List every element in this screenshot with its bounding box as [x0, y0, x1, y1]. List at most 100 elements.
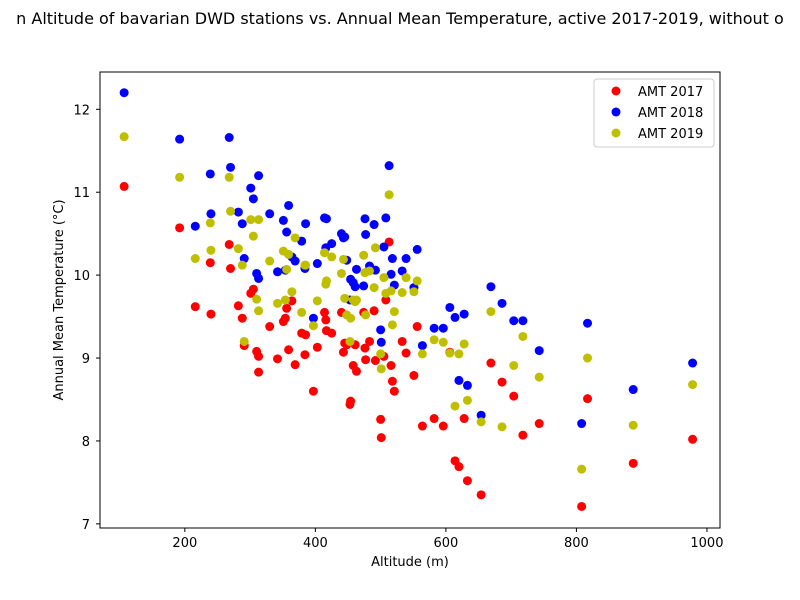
point-series-3	[688, 380, 698, 390]
point-series-3	[190, 254, 200, 264]
y-tick-label: 10	[73, 269, 90, 284]
point-series-2	[224, 132, 234, 142]
y-tick-label: 9	[82, 352, 90, 367]
point-series-1	[290, 360, 300, 370]
point-series-3	[376, 364, 386, 374]
y-tick-label: 12	[73, 103, 90, 118]
point-series-1	[387, 376, 397, 386]
x-tick-label: 600	[433, 536, 458, 551]
point-series-1	[417, 421, 427, 431]
point-series-1	[412, 322, 422, 332]
point-series-3	[254, 215, 264, 225]
point-series-2	[360, 214, 370, 224]
point-series-3	[265, 256, 275, 266]
point-series-1	[308, 386, 318, 396]
point-series-2	[583, 318, 593, 328]
point-series-1	[369, 306, 379, 316]
point-series-1	[401, 348, 411, 358]
point-series-2	[205, 169, 215, 179]
chart-title: n Altitude of bavarian DWD stations vs. …	[16, 9, 784, 28]
legend-entry-label: AMT 2017	[638, 85, 703, 100]
point-series-3	[518, 331, 528, 341]
point-series-1	[237, 313, 247, 323]
y-tick-label: 8	[82, 435, 90, 450]
point-series-1	[409, 370, 419, 380]
point-series-3	[450, 401, 460, 411]
y-tick-label: 7	[82, 518, 90, 533]
point-series-1	[175, 223, 185, 233]
point-series-3	[417, 349, 427, 359]
point-series-3	[583, 353, 593, 363]
point-series-1	[327, 328, 337, 338]
legend: AMT 2017 AMT 2018 AMT 2019	[593, 78, 715, 148]
point-series-1	[509, 391, 519, 401]
point-series-3	[401, 273, 411, 283]
point-series-1	[497, 377, 507, 387]
point-series-3	[301, 260, 311, 270]
point-series-1	[254, 351, 264, 361]
legend-marker	[611, 128, 621, 138]
point-series-3	[459, 339, 469, 349]
point-series-1	[280, 313, 290, 323]
point-series-1	[233, 301, 243, 311]
point-series-3	[476, 417, 486, 427]
point-series-3	[320, 248, 330, 258]
point-series-3	[628, 420, 638, 430]
point-series-3	[252, 294, 262, 304]
point-series-3	[454, 349, 464, 359]
point-series-3	[389, 307, 399, 317]
x-axis-label: Altitude (m)	[371, 555, 449, 570]
point-series-2	[190, 221, 200, 231]
point-series-3	[365, 266, 375, 276]
point-series-2	[226, 162, 236, 172]
point-series-1	[376, 433, 386, 443]
point-series-1	[338, 347, 348, 357]
point-series-1	[583, 394, 593, 404]
point-series-2	[450, 312, 460, 322]
legend-marker	[611, 107, 621, 117]
point-series-2	[327, 239, 337, 249]
point-series-2	[628, 385, 638, 395]
legend-entry-label: AMT 2018	[638, 106, 703, 121]
point-series-3	[462, 395, 472, 405]
point-series-3	[280, 295, 290, 305]
point-series-3	[239, 336, 249, 346]
point-series-2	[290, 256, 300, 266]
point-series-3	[397, 288, 407, 298]
point-series-2	[509, 316, 519, 326]
point-series-3	[224, 172, 234, 182]
point-series-2	[284, 200, 294, 210]
point-series-1	[476, 490, 486, 500]
point-series-2	[438, 323, 448, 333]
point-series-2	[476, 410, 486, 420]
y-tick-label: 11	[73, 186, 90, 201]
point-series-1	[454, 462, 464, 472]
point-series-1	[273, 354, 283, 364]
point-series-1	[361, 355, 371, 365]
point-series-1	[389, 386, 399, 396]
point-series-3	[359, 250, 369, 260]
point-series-2	[397, 266, 407, 276]
point-series-3	[351, 295, 361, 305]
x-tick-label: 200	[172, 536, 197, 551]
point-series-1	[190, 302, 200, 312]
point-series-2	[369, 220, 379, 230]
point-series-2	[351, 264, 361, 274]
point-series-2	[350, 282, 360, 292]
point-series-2	[379, 242, 389, 252]
point-series-2	[254, 273, 264, 283]
point-series-2	[454, 375, 464, 385]
point-series-3	[312, 296, 322, 306]
point-series-1	[226, 263, 236, 273]
point-series-1	[224, 239, 234, 249]
point-series-1	[534, 419, 544, 429]
legend-marker	[611, 86, 621, 96]
point-series-1	[459, 414, 469, 424]
point-series-1	[360, 343, 370, 353]
point-series-2	[308, 313, 318, 323]
point-series-2	[688, 358, 698, 368]
point-series-2	[254, 171, 264, 181]
point-series-1	[206, 309, 216, 319]
point-series-2	[534, 346, 544, 356]
